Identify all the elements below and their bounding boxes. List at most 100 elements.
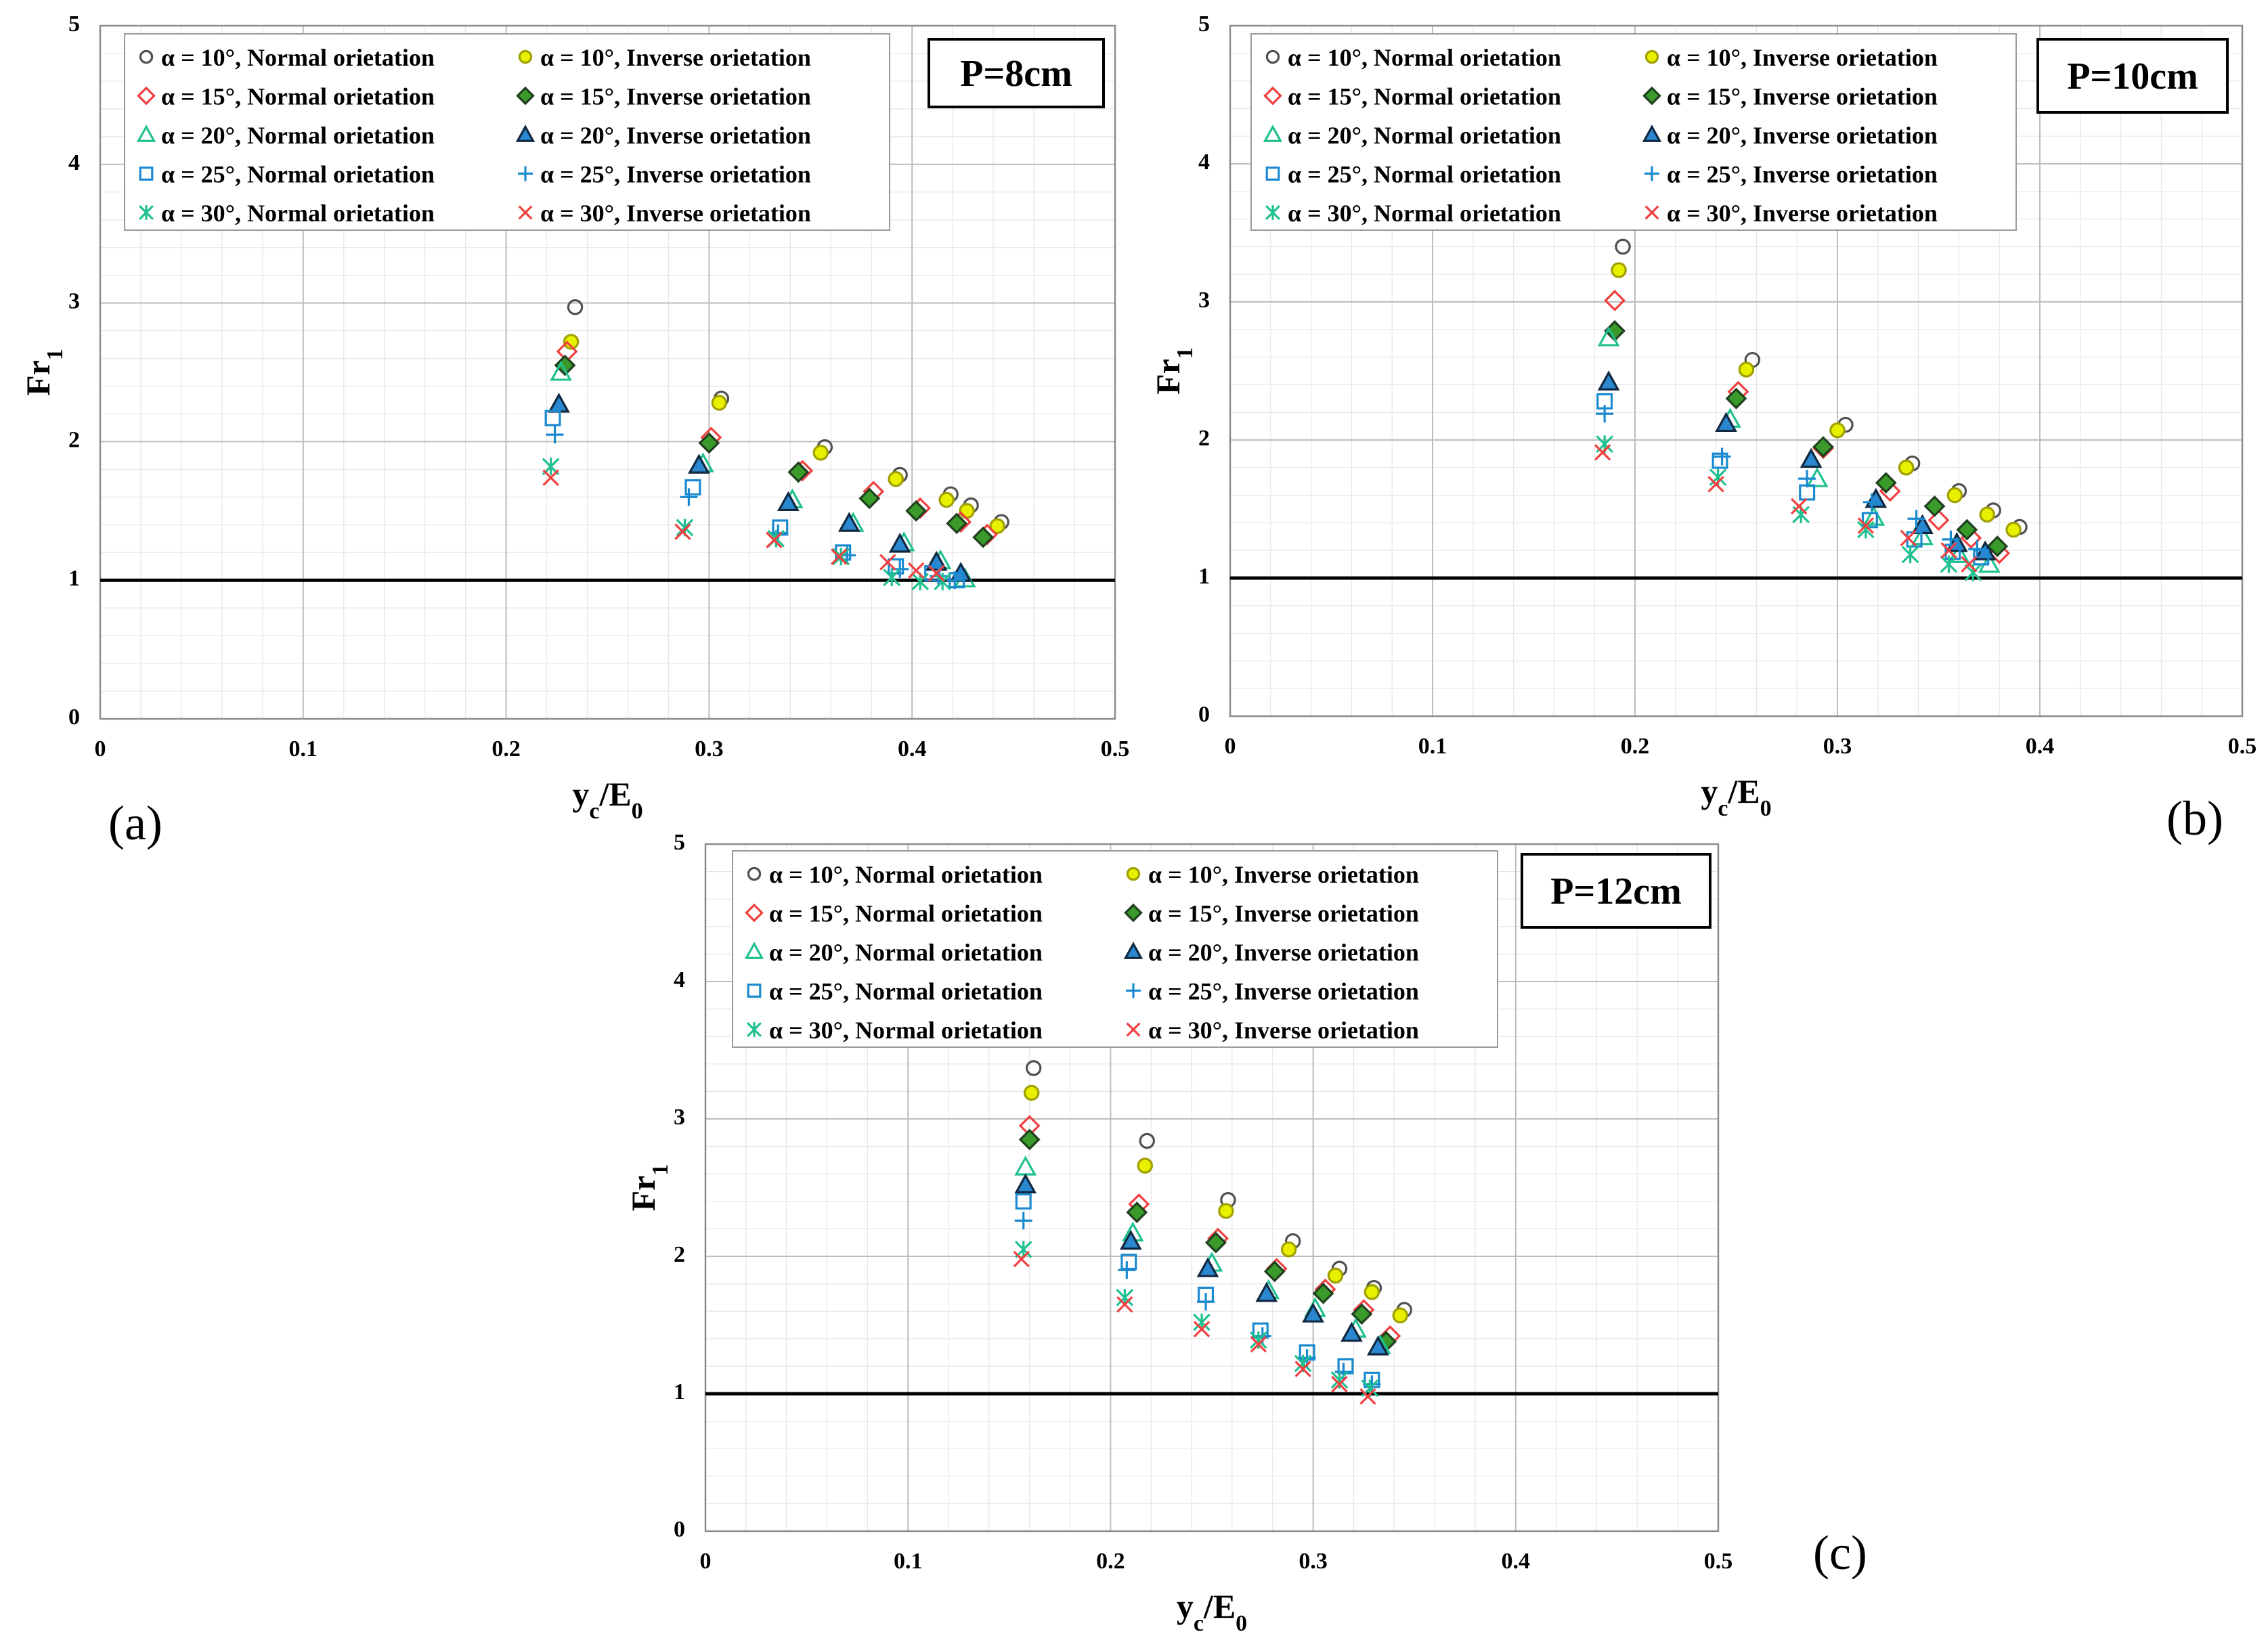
y-tick-label: 4 bbox=[68, 150, 80, 175]
data-point bbox=[1798, 470, 1816, 488]
x-axis-label-part: /E bbox=[598, 775, 631, 813]
data-point bbox=[1907, 510, 1925, 528]
x-tick-label: 0.5 bbox=[2228, 734, 2257, 759]
legend-label: α = 10°, Normal orietation bbox=[1288, 44, 1561, 71]
x-axis-label-sub: c bbox=[1194, 1611, 1204, 1632]
legend-marker bbox=[1123, 942, 1143, 959]
x-tick-label: 0.1 bbox=[894, 1549, 923, 1574]
panel-title-box bbox=[1521, 853, 1711, 929]
data-point bbox=[1014, 1173, 1037, 1193]
x-tick-label: 0.2 bbox=[492, 736, 521, 762]
legend-label: α = 25°, Inverse orietation bbox=[1667, 161, 1938, 188]
y-tick-label: 1 bbox=[674, 1380, 685, 1405]
series-8 bbox=[1596, 405, 1986, 558]
legend-marker bbox=[747, 866, 762, 881]
data-point bbox=[1812, 436, 1834, 458]
legend-label: α = 15°, Normal orietation bbox=[161, 83, 435, 110]
data-point bbox=[1120, 1254, 1137, 1271]
legend-label: α = 25°, Normal orietation bbox=[1288, 161, 1561, 188]
data-point bbox=[1715, 412, 1737, 433]
data-point bbox=[766, 531, 783, 548]
data-point bbox=[1312, 1282, 1334, 1304]
panel-title: P=12cm bbox=[1550, 870, 1682, 912]
data-point bbox=[946, 512, 968, 535]
data-point bbox=[1126, 1201, 1148, 1223]
y-axis-label: Fr1 bbox=[624, 1164, 673, 1212]
x-tick-label: 0 bbox=[95, 736, 106, 762]
x-axis-label-part: /E bbox=[1727, 772, 1760, 810]
data-point bbox=[888, 470, 904, 487]
data-point bbox=[1875, 472, 1897, 494]
legend-marker bbox=[1265, 167, 1280, 181]
legend-label: α = 25°, Inverse orietation bbox=[1148, 978, 1419, 1005]
y-tick-label: 2 bbox=[674, 1242, 685, 1267]
y-tick-label: 0 bbox=[674, 1517, 685, 1542]
legend-marker bbox=[1126, 866, 1141, 881]
legend: α = 10°, Normal orietation α = 10°, Inver… bbox=[732, 850, 1498, 1048]
legend: α = 10°, Normal orietation α = 10°, Inver… bbox=[1250, 33, 2017, 231]
data-point bbox=[1294, 1361, 1311, 1377]
data-point bbox=[1901, 546, 1919, 564]
data-point bbox=[928, 565, 945, 582]
legend-marker bbox=[136, 125, 156, 142]
data-point bbox=[1594, 444, 1611, 461]
y-axis-label-part: Fr bbox=[19, 360, 57, 396]
legend-label: α = 30°, Normal orietation bbox=[769, 1017, 1043, 1044]
y-axis-label: Fr1 bbox=[1149, 347, 1198, 395]
plot-frame bbox=[99, 24, 1116, 720]
data-point bbox=[1862, 506, 1885, 526]
data-point bbox=[1193, 1321, 1211, 1338]
legend-label: α = 15°, Normal orietation bbox=[769, 900, 1043, 927]
y-tick-label: 3 bbox=[68, 289, 80, 314]
legend-label: α = 10°, Inverse orietation bbox=[1148, 861, 1419, 888]
legend-marker bbox=[138, 204, 154, 221]
legend-label: α = 25°, Normal orietation bbox=[161, 161, 435, 188]
data-point bbox=[1018, 1128, 1041, 1151]
legend-label: α = 15°, Inverse orietation bbox=[540, 83, 811, 110]
data-point bbox=[1249, 1331, 1267, 1349]
data-point bbox=[888, 533, 911, 553]
y-tick-label: 3 bbox=[674, 1105, 685, 1130]
data-point bbox=[542, 469, 559, 486]
series-4 bbox=[1604, 319, 2009, 557]
data-point bbox=[959, 503, 975, 519]
data-point bbox=[1725, 387, 1747, 410]
data-point bbox=[1986, 535, 2009, 557]
y-tick-label: 1 bbox=[1198, 564, 1210, 589]
legend-label: α = 10°, Inverse orietation bbox=[1667, 44, 1938, 71]
data-point bbox=[812, 445, 829, 461]
data-point bbox=[1359, 1388, 1376, 1405]
panel-label: (b) bbox=[2166, 791, 2223, 845]
data-point bbox=[1956, 519, 1978, 541]
series-2 bbox=[1023, 1084, 1408, 1324]
x-axis-label-part: y bbox=[1701, 772, 1718, 810]
data-point bbox=[787, 461, 810, 483]
data-point bbox=[1927, 509, 1950, 531]
data-point bbox=[1707, 476, 1724, 493]
legend-label: α = 10°, Inverse orietation bbox=[540, 44, 811, 71]
series-2 bbox=[1611, 262, 2022, 538]
data-point bbox=[567, 299, 584, 315]
data-point bbox=[1800, 447, 1823, 468]
legend-marker bbox=[1126, 983, 1141, 998]
series-9 bbox=[1596, 435, 1982, 581]
legend-marker bbox=[1265, 204, 1281, 221]
data-point bbox=[1898, 460, 1915, 476]
data-point bbox=[1964, 563, 1982, 581]
legend-marker bbox=[1124, 903, 1143, 923]
data-point bbox=[1940, 542, 1957, 559]
x-axis-label-sub: c bbox=[1718, 796, 1728, 821]
legend-marker bbox=[518, 166, 533, 181]
y-tick-label: 4 bbox=[1198, 150, 1210, 175]
data-point bbox=[832, 548, 850, 566]
data-point bbox=[1857, 521, 1875, 539]
x-tick-label: 0.1 bbox=[289, 736, 318, 762]
data-point bbox=[1615, 238, 1631, 255]
data-point bbox=[1968, 540, 1986, 558]
x-axis-label-sub: 0 bbox=[1760, 796, 1772, 821]
y-axis-label-part: Fr bbox=[624, 1176, 662, 1212]
legend-label: α = 20°, Inverse orietation bbox=[540, 122, 811, 149]
data-point bbox=[1351, 1303, 1373, 1325]
legend-box bbox=[1250, 33, 2017, 231]
